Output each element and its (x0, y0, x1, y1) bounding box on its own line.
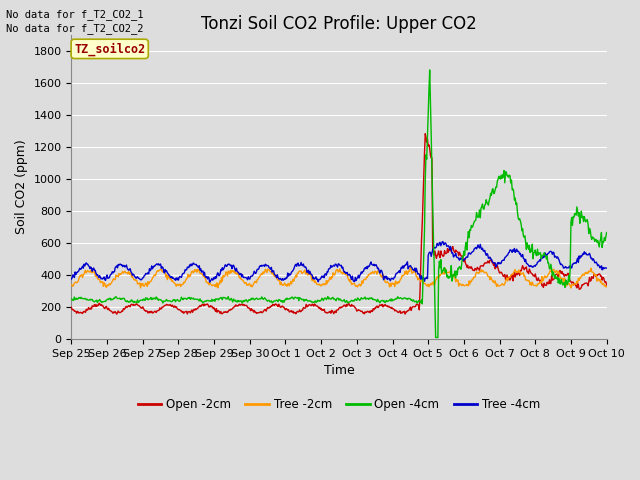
X-axis label: Time: Time (324, 364, 355, 377)
Y-axis label: Soil CO2 (ppm): Soil CO2 (ppm) (15, 140, 28, 234)
Text: TZ_soilco2: TZ_soilco2 (74, 42, 145, 56)
Title: Tonzi Soil CO2 Profile: Upper CO2: Tonzi Soil CO2 Profile: Upper CO2 (201, 15, 477, 33)
Legend: Open -2cm, Tree -2cm, Open -4cm, Tree -4cm: Open -2cm, Tree -2cm, Open -4cm, Tree -4… (133, 394, 545, 416)
Text: No data for f_T2_CO2_2: No data for f_T2_CO2_2 (6, 23, 144, 34)
Text: No data for f_T2_CO2_1: No data for f_T2_CO2_1 (6, 9, 144, 20)
